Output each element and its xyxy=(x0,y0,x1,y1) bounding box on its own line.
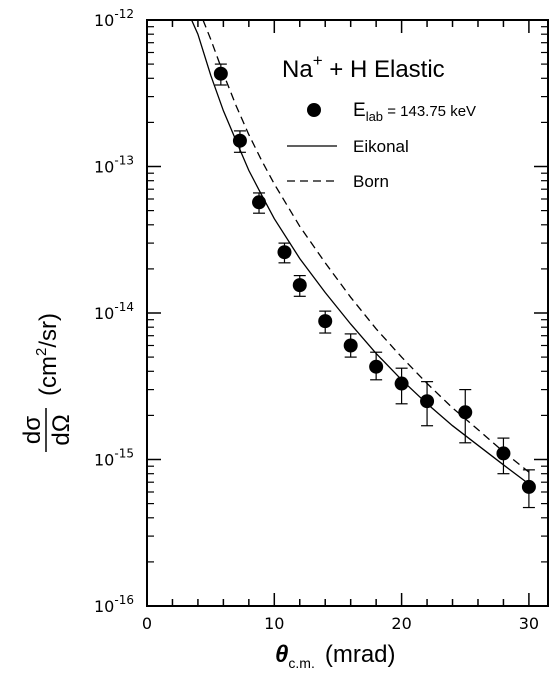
theory-curves xyxy=(191,19,530,485)
legend-label-eikonal: Eikonal xyxy=(353,137,409,156)
y-tick-base: 10 xyxy=(94,158,114,177)
x-tick-label: 30 xyxy=(519,614,539,633)
x-tick-label: 10 xyxy=(264,614,284,633)
y-tick-exponent: -15 xyxy=(114,447,134,461)
data-point xyxy=(521,479,536,494)
born-curve xyxy=(202,19,530,473)
y-tick-base: 10 xyxy=(94,597,114,616)
y-tick-label: 10-12 xyxy=(94,7,134,30)
data-point xyxy=(458,405,473,420)
y-label-denominator: dΩ xyxy=(48,414,75,445)
data-points xyxy=(213,63,536,509)
y-tick-exponent: -13 xyxy=(114,154,134,168)
y-tick-label: 10-13 xyxy=(94,154,134,177)
x-tick-labels: 0 10 20 30 xyxy=(142,614,539,633)
x-axis-label: θc.m. (mrad) xyxy=(275,641,396,671)
eikonal-curve xyxy=(191,19,530,485)
legend-label-data: Elab = 143.75 keV xyxy=(353,100,476,124)
y-tick-label: 10-14 xyxy=(94,300,134,323)
y-tick-exponent: -14 xyxy=(114,300,134,314)
data-point xyxy=(394,376,409,391)
y-label-numerator: dσ xyxy=(19,416,46,444)
y-axis-label: dσ dΩ (cm2/sr) xyxy=(19,313,75,452)
y-label-unit: (cm2/sr) xyxy=(33,313,62,396)
chart-title: Na+ + H Elastic xyxy=(282,51,445,83)
y-tick-exponent: -16 xyxy=(114,593,134,607)
data-point xyxy=(369,359,384,374)
axis-ticks xyxy=(146,19,548,607)
x-tick-label: 20 xyxy=(391,614,411,633)
y-tick-base: 10 xyxy=(94,304,114,323)
data-point xyxy=(292,278,307,293)
data-point xyxy=(277,245,292,260)
plot-frame xyxy=(146,19,549,607)
legend: Elab = 143.75 keV Eikonal Born xyxy=(287,100,476,191)
data-point xyxy=(232,133,247,148)
data-point xyxy=(213,66,228,81)
data-point xyxy=(252,195,267,210)
data-point xyxy=(343,338,358,353)
y-tick-exponent: -12 xyxy=(114,7,134,21)
data-point xyxy=(496,446,511,461)
data-point xyxy=(318,314,333,329)
y-tick-label: 10-15 xyxy=(94,447,134,470)
legend-marker-data xyxy=(307,103,321,117)
data-point xyxy=(420,394,435,409)
legend-label-born: Born xyxy=(353,172,389,191)
x-tick-label: 0 xyxy=(142,614,152,633)
y-tick-base: 10 xyxy=(94,11,114,30)
y-tick-label: 10-16 xyxy=(94,593,134,616)
y-tick-base: 10 xyxy=(94,451,114,470)
